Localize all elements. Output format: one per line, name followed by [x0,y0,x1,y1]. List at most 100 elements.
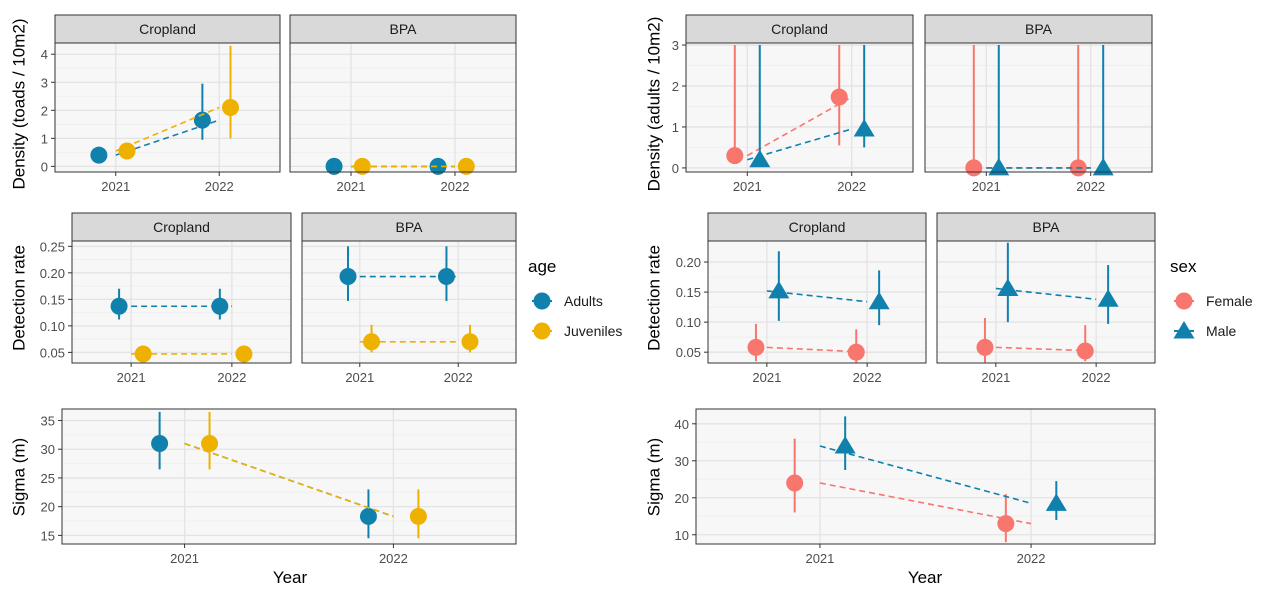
legend-item: Female [1174,292,1253,310]
legend-item: Juveniles [532,322,622,340]
data-point [134,345,152,363]
data-point [110,297,128,315]
y-tick-label: 35 [41,413,55,428]
y-axis-title: Sigma (m) [9,438,28,516]
data-point [339,268,357,286]
panel-border [54,42,281,173]
facet-strip [936,212,1156,242]
x-tick-label: 2022 [837,179,866,194]
y-tick-label: 0.15 [40,292,65,307]
chart-age_sigma: 15 20 25 30 35 2021 2022 Sigma (m) Year [9,408,517,587]
data-point [965,159,983,177]
data-point [457,157,475,175]
panel-background [925,43,1152,172]
chart-sex_detection: Cropland 0.05 0.10 0.15 0.20 2021 2022 BPA 2021 2… [644,212,1156,385]
y-tick-label: 0 [672,161,679,176]
chart-age_detection: Cropland 0.05 0.10 0.15 0.20 0.25 2021 2022 BPA 2… [9,212,517,385]
y-tick-label: 1 [41,131,48,146]
y-tick-label: 0.05 [40,345,65,360]
data-point [868,291,890,310]
data-point [118,142,136,160]
y-tick-label: 0.15 [676,285,701,300]
x-tick-label: 2022 [1017,551,1046,566]
data-point [1076,342,1094,360]
panel-border [936,240,1156,364]
facet-strip [685,14,914,44]
series-male [995,242,1119,324]
legend-label: Adults [564,293,603,309]
series-adults [339,246,459,301]
trend-line [747,128,852,161]
facet-bpa: BPA 2021 2022 [289,14,517,194]
y-tick-label: 30 [675,454,689,469]
x-tick-label: 2022 [205,179,234,194]
series-female [747,323,868,363]
x-tick-label: 2021 [170,551,199,566]
facet-strip [54,14,281,44]
x-tick-label: 2021 [101,179,130,194]
facet-strip-label: Cropland [139,21,196,37]
x-axis-title: Year [273,568,308,587]
legend-item: Male [1173,321,1237,339]
y-tick-label: 20 [675,491,689,506]
series-adults [90,83,220,164]
x-axis-title: Year [908,568,943,587]
facet-strip [289,14,517,44]
series-juveniles [115,45,239,160]
data-point [830,88,848,106]
y-axis-title: Sigma (m) [644,438,663,516]
facet-strip-label: BPA [1033,219,1061,235]
trend-line [766,290,868,303]
legend-label: Male [1206,323,1237,339]
series-juveniles [184,411,427,539]
y-tick-label: 2 [672,79,679,94]
data-point [768,280,790,299]
data-point [461,333,479,351]
panel-background [62,409,516,544]
legend-sex: sex Female Male [1170,257,1253,339]
y-tick-label: 30 [41,442,55,457]
y-tick-label: 0.05 [676,345,701,360]
facet-strip [71,212,292,242]
trend-line [819,482,1032,525]
panel-background [696,409,1155,544]
x-tick-label: 2021 [733,179,762,194]
trend-line [995,287,1097,301]
y-tick-label: 0.20 [676,255,701,270]
chart-sex_density: Cropland 0 1 2 3 2021 2022 BPA 2021 2022 Density (… [644,14,1153,194]
legend-key-marker [1175,292,1193,310]
legend-key-marker [533,322,551,340]
legend-label: Juveniles [564,323,622,339]
data-point [853,119,875,137]
x-tick-label: 2022 [444,370,473,385]
series-female [726,45,853,165]
x-tick-label: 2021 [972,179,1001,194]
facet-cropland: Cropland 0 1 2 3 4 2021 2022 [41,14,281,194]
facet-panel: 10 20 30 40 2021 2022 [675,408,1156,566]
legend-title: sex [1170,257,1197,276]
facet-bpa: BPA 2021 2022 [936,212,1156,385]
panel-background [708,241,926,363]
facet-cropland: Cropland 0.05 0.10 0.15 0.20 2021 2022 [676,212,927,385]
y-axis-title: Density (adults / 10m2) [644,17,663,192]
x-tick-label: 2022 [379,551,408,566]
series-male [986,45,1114,176]
y-tick-label: 0.25 [40,239,65,254]
legend-key-marker [533,292,551,310]
y-tick-label: 3 [672,38,679,53]
data-point [747,338,765,356]
facet-strip [707,212,927,242]
trend-line [819,445,1032,505]
panel-border [301,240,517,364]
y-tick-label: 10 [675,528,689,543]
y-tick-label: 0.10 [40,319,65,334]
facet-strip-label: Cropland [771,21,828,37]
trend-line [115,106,220,152]
facet-strip-label: BPA [1025,21,1053,37]
x-tick-label: 2022 [1076,179,1105,194]
data-point [193,111,211,129]
y-tick-label: 2 [41,103,48,118]
legend-item: Adults [532,292,603,310]
panel-border [924,42,1153,173]
